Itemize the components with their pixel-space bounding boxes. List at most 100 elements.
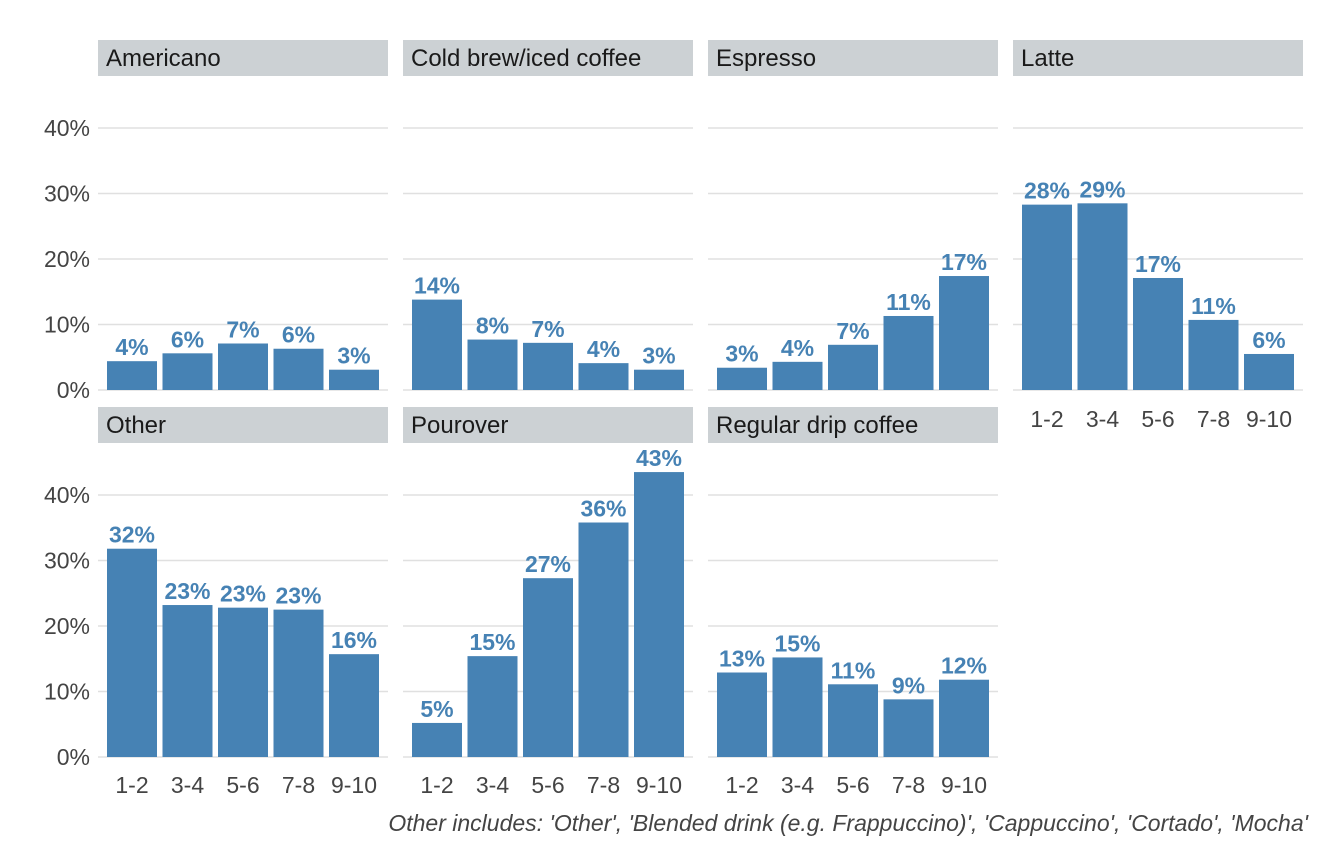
x-tick-pourover-1-2: 1-2	[420, 772, 453, 798]
x-tick-pourover-5-6: 5-6	[531, 772, 564, 798]
facet-strip-americano	[98, 40, 388, 76]
bar-latte-1-2	[1022, 204, 1072, 390]
bar-cold-brew-iced-coffee-5-6	[523, 342, 573, 390]
bar-regular-drip-coffee-9-10	[939, 679, 989, 757]
x-tick-regular-drip-coffee-1-2: 1-2	[725, 772, 758, 798]
bar-espresso-1-2	[717, 367, 767, 390]
bar-regular-drip-coffee-7-8	[883, 699, 934, 757]
bar-americano-1-2	[107, 361, 157, 390]
x-tick-other-9-10: 9-10	[331, 772, 377, 798]
bar-regular-drip-coffee-3-4	[772, 657, 823, 757]
bar-pourover-5-6	[523, 578, 573, 757]
data-label-americano-9-10: 3%	[337, 343, 370, 369]
x-tick-other-5-6: 5-6	[226, 772, 259, 798]
facet-title-pourover: Pourover	[411, 412, 508, 439]
y-tick-row1-0: 0%	[57, 377, 90, 403]
bar-espresso-9-10	[939, 276, 989, 390]
x-tick-pourover-3-4: 3-4	[476, 772, 509, 798]
data-label-other-1-2: 32%	[109, 522, 155, 548]
data-label-other-5-6: 23%	[220, 581, 266, 607]
data-label-regular-drip-coffee-9-10: 12%	[941, 653, 987, 679]
bar-pourover-9-10	[634, 472, 684, 757]
data-label-americano-5-6: 7%	[226, 316, 259, 342]
data-label-pourover-1-2: 5%	[420, 696, 453, 722]
data-label-latte-5-6: 17%	[1135, 251, 1181, 277]
bar-pourover-3-4	[467, 656, 518, 757]
facet-title-espresso: Espresso	[716, 45, 816, 72]
bar-americano-9-10	[329, 369, 379, 390]
x-tick-regular-drip-coffee-3-4: 3-4	[781, 772, 814, 798]
bar-americano-3-4	[162, 353, 213, 390]
bar-espresso-7-8	[883, 315, 934, 390]
data-label-other-7-8: 23%	[275, 583, 321, 609]
bar-cold-brew-iced-coffee-1-2	[412, 299, 462, 390]
bar-espresso-5-6	[828, 344, 878, 390]
bar-latte-3-4	[1077, 203, 1128, 390]
data-label-cold-brew-iced-coffee-9-10: 3%	[642, 343, 675, 369]
bar-regular-drip-coffee-1-2	[717, 672, 767, 757]
data-label-americano-3-4: 6%	[171, 326, 204, 352]
x-tick-regular-drip-coffee-9-10: 9-10	[941, 772, 987, 798]
y-tick-row2-0: 0%	[57, 744, 90, 770]
data-label-americano-1-2: 4%	[115, 334, 148, 360]
x-tick-latte-1-2: 1-2	[1030, 406, 1063, 432]
bar-other-5-6	[218, 607, 268, 757]
x-tick-other-7-8: 7-8	[282, 772, 315, 798]
y-tick-row1-3: 30%	[44, 181, 90, 207]
bar-other-9-10	[329, 654, 379, 757]
facet-strip-cold-brew-iced-coffee	[403, 40, 693, 76]
bar-cold-brew-iced-coffee-7-8	[578, 363, 629, 390]
y-tick-row2-1: 10%	[44, 679, 90, 705]
facet-strip-espresso	[708, 40, 998, 76]
facet-title-cold-brew-iced-coffee: Cold brew/iced coffee	[411, 45, 641, 72]
data-label-cold-brew-iced-coffee-3-4: 8%	[476, 313, 509, 339]
bar-americano-5-6	[218, 343, 268, 390]
bar-regular-drip-coffee-5-6	[828, 684, 878, 757]
data-label-espresso-3-4: 4%	[781, 335, 814, 361]
data-label-pourover-3-4: 15%	[469, 629, 515, 655]
facet-title-latte: Latte	[1021, 45, 1074, 72]
data-label-espresso-7-8: 11%	[886, 289, 931, 315]
facet-strip-latte	[1013, 40, 1303, 76]
facet-title-other: Other	[106, 412, 166, 439]
data-label-other-3-4: 23%	[164, 578, 210, 604]
bar-other-7-8	[273, 609, 324, 757]
data-label-pourover-7-8: 36%	[580, 496, 626, 522]
bar-other-1-2	[107, 548, 157, 757]
data-label-latte-7-8: 11%	[1191, 293, 1236, 319]
bar-cold-brew-iced-coffee-9-10	[634, 369, 684, 390]
x-tick-other-1-2: 1-2	[115, 772, 148, 798]
data-label-other-9-10: 16%	[331, 627, 377, 653]
x-tick-other-3-4: 3-4	[171, 772, 204, 798]
data-label-cold-brew-iced-coffee-1-2: 14%	[414, 273, 460, 299]
data-label-regular-drip-coffee-3-4: 15%	[774, 630, 820, 656]
facet-strip-other	[98, 407, 388, 443]
data-label-cold-brew-iced-coffee-5-6: 7%	[531, 316, 564, 342]
data-label-espresso-1-2: 3%	[725, 341, 758, 367]
chart-caption: Other includes: 'Other', 'Blended drink …	[388, 810, 1308, 836]
data-label-latte-1-2: 28%	[1024, 178, 1070, 204]
bar-pourover-1-2	[412, 722, 462, 757]
bar-latte-7-8	[1188, 319, 1239, 390]
y-tick-row2-2: 20%	[44, 613, 90, 639]
y-tick-row2-4: 40%	[44, 482, 90, 508]
bar-americano-7-8	[273, 348, 324, 390]
y-tick-row1-1: 10%	[44, 312, 90, 338]
x-tick-latte-3-4: 3-4	[1086, 406, 1119, 432]
facet-strip-regular-drip-coffee	[708, 407, 998, 443]
data-label-regular-drip-coffee-1-2: 13%	[719, 646, 765, 672]
data-label-espresso-9-10: 17%	[941, 249, 987, 275]
x-tick-pourover-7-8: 7-8	[587, 772, 620, 798]
facet-title-americano: Americano	[106, 45, 221, 72]
x-tick-regular-drip-coffee-7-8: 7-8	[892, 772, 925, 798]
x-tick-pourover-9-10: 9-10	[636, 772, 682, 798]
bar-pourover-7-8	[578, 522, 629, 757]
bar-latte-5-6	[1133, 277, 1183, 390]
bar-other-3-4	[162, 605, 213, 757]
bar-cold-brew-iced-coffee-3-4	[467, 339, 518, 390]
data-label-espresso-5-6: 7%	[836, 318, 869, 344]
bar-latte-9-10	[1244, 353, 1294, 390]
data-label-americano-7-8: 6%	[282, 322, 315, 348]
x-tick-latte-9-10: 9-10	[1246, 406, 1292, 432]
